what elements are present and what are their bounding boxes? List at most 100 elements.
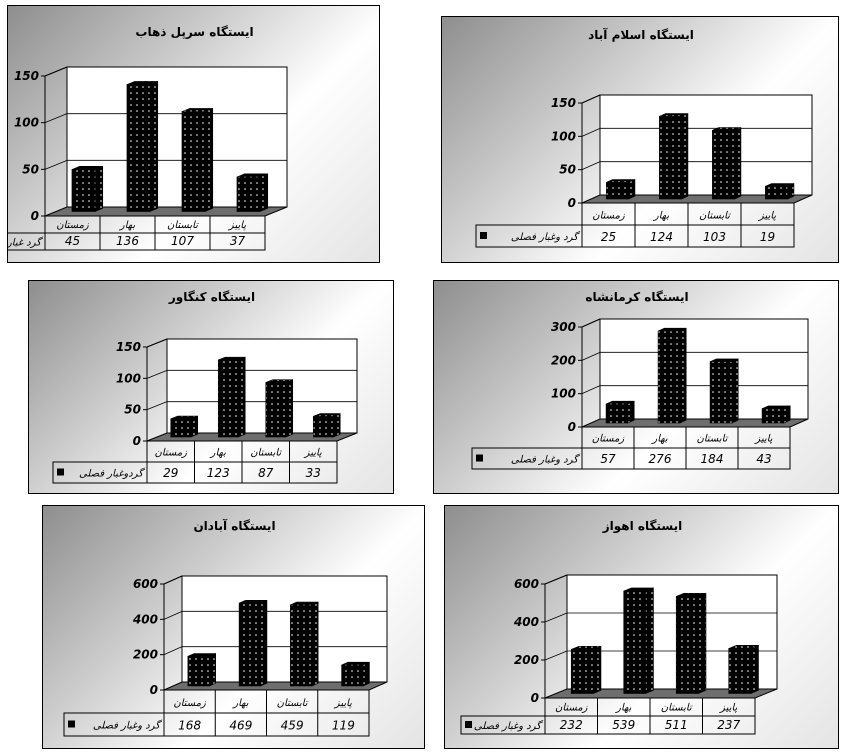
bar: [217, 356, 246, 438]
chart-svg: ایستگاه آبادان 0 200 400 600 زمستان 168 بهار 469…: [63, 518, 388, 737]
gridline-depth: [146, 369, 168, 379]
bar-side: [362, 661, 370, 687]
bar: [170, 415, 199, 438]
side-wall-edge: [581, 318, 601, 328]
y-tick-label: 100: [551, 387, 576, 401]
bar-side: [750, 644, 759, 694]
data-value-label: 25: [601, 230, 616, 244]
x-category-label: زمستان: [154, 448, 187, 459]
gridline-depth: [581, 351, 601, 361]
x-category-label: تابستان: [167, 220, 199, 231]
data-value-label: 87: [258, 466, 274, 480]
bar-side: [149, 80, 159, 212]
gridline-depth: [163, 610, 183, 620]
plot-wall: [599, 318, 809, 420]
data-value-label: 103: [703, 230, 726, 244]
chart-title: ایستگاه سرپل ذهاب: [135, 25, 253, 39]
chart-title: ایستگاه آبادان: [193, 518, 275, 533]
bar-front: [728, 648, 752, 694]
x-category-label: بهار: [231, 698, 248, 709]
chart-svg: ایستگاه اسلام آباد 0 50 100 150 زمستان 25 بهار 1…: [475, 27, 813, 248]
legend-label: گرد وغبار فصلی: [511, 231, 581, 243]
data-value-label: 107: [171, 234, 194, 248]
bar-front: [187, 656, 210, 687]
y-tick-label: 0: [133, 434, 141, 448]
bar-front: [170, 418, 192, 438]
bar: [709, 358, 739, 424]
x-category-label: تابستان: [661, 703, 693, 714]
bar-side: [332, 413, 341, 438]
legend-label: گرد وغبار فصلی: [511, 454, 581, 466]
bar-side: [285, 379, 294, 438]
bar-side: [679, 327, 687, 424]
legend-label: گرد وغبار فصلی: [474, 720, 544, 732]
gridline-depth: [581, 385, 601, 395]
chart-title: ایستگاه کنگاور: [168, 290, 255, 305]
gridline-depth: [146, 401, 168, 411]
y-tick-label: 600: [133, 577, 158, 591]
bar: [570, 645, 602, 694]
x-category-label: پاییز: [753, 434, 772, 445]
data-value-label: 29: [163, 466, 178, 480]
bar-front: [265, 382, 287, 438]
bar-front: [712, 130, 735, 200]
data-value-label: 276: [649, 452, 672, 466]
chart-title: ایستگاه اهواز: [602, 519, 682, 534]
legend-key: [57, 468, 64, 476]
chart-svg: ایستگاه کنگاور 0 50 100 150 زمستان 29 بهار 123 تا…: [52, 290, 358, 484]
side-wall-edge: [146, 338, 168, 348]
bar-side: [731, 358, 739, 424]
y-tick-label: 200: [514, 653, 539, 667]
bar-front: [181, 111, 206, 212]
y-tick-label: 100: [551, 129, 576, 143]
gridline-depth: [44, 113, 68, 124]
chart-panel-sarpol-zahab: ایستگاه سرپل ذهاب 0 50 100 150 زمستان 45 بهار 13…: [7, 5, 380, 263]
x-category-label: تابستان: [697, 434, 729, 445]
data-value-label: 511: [665, 718, 688, 732]
bar-side: [627, 400, 635, 424]
x-category-label: بهار: [614, 703, 631, 714]
x-category-label: زمستان: [592, 434, 625, 445]
bar: [657, 327, 687, 424]
y-tick-label: 100: [116, 371, 141, 385]
bar-front: [675, 596, 699, 694]
data-value-label: 168: [178, 719, 201, 733]
x-category-label: بهار: [652, 210, 669, 221]
data-value-label: 136: [116, 234, 139, 248]
bar-side: [311, 601, 319, 687]
side-wall-edge: [163, 575, 183, 585]
x-category-label: تابستان: [699, 210, 731, 221]
chart-panel-kermanshah: ایستگاه کرمانشاه 0 100 200 300 زمستان 57 بهار 27…: [433, 280, 839, 494]
bar: [290, 601, 319, 687]
bar-front: [623, 590, 647, 694]
legend-key: [68, 720, 75, 728]
bar: [187, 653, 216, 687]
y-tick-label: 100: [14, 116, 39, 130]
x-category-label: پاییز: [227, 220, 246, 231]
bar: [71, 165, 104, 212]
y-tick-label: 600: [514, 577, 539, 591]
y-tick-label: 400: [132, 612, 158, 626]
x-category-label: پاییز: [333, 698, 352, 709]
bar-side: [783, 405, 791, 424]
data-value-label: 37: [230, 234, 246, 248]
chart-panel-abadan: ایستگاه آبادان 0 200 400 600 زمستان 168 بهار 469…: [42, 505, 425, 749]
gridline-depth: [163, 646, 183, 656]
bar-side: [94, 165, 104, 212]
bar: [765, 183, 795, 200]
y-tick-label: 150: [14, 69, 39, 83]
bar-side: [628, 179, 636, 200]
bar: [675, 592, 707, 694]
chart-panel-kangavar: ایستگاه کنگاور 0 50 100 150 زمستان 29 بهار 123 تا…: [28, 280, 394, 494]
bar-front: [605, 403, 629, 424]
bar: [761, 405, 791, 424]
bar-front: [709, 361, 733, 424]
bar: [623, 587, 654, 694]
bar: [238, 599, 268, 687]
data-value-label: 539: [612, 718, 635, 732]
bar-front: [341, 664, 364, 687]
y-tick-label: 400: [513, 615, 539, 629]
bar-front: [765, 186, 788, 200]
legend-key: [465, 721, 472, 728]
bar: [181, 108, 214, 212]
